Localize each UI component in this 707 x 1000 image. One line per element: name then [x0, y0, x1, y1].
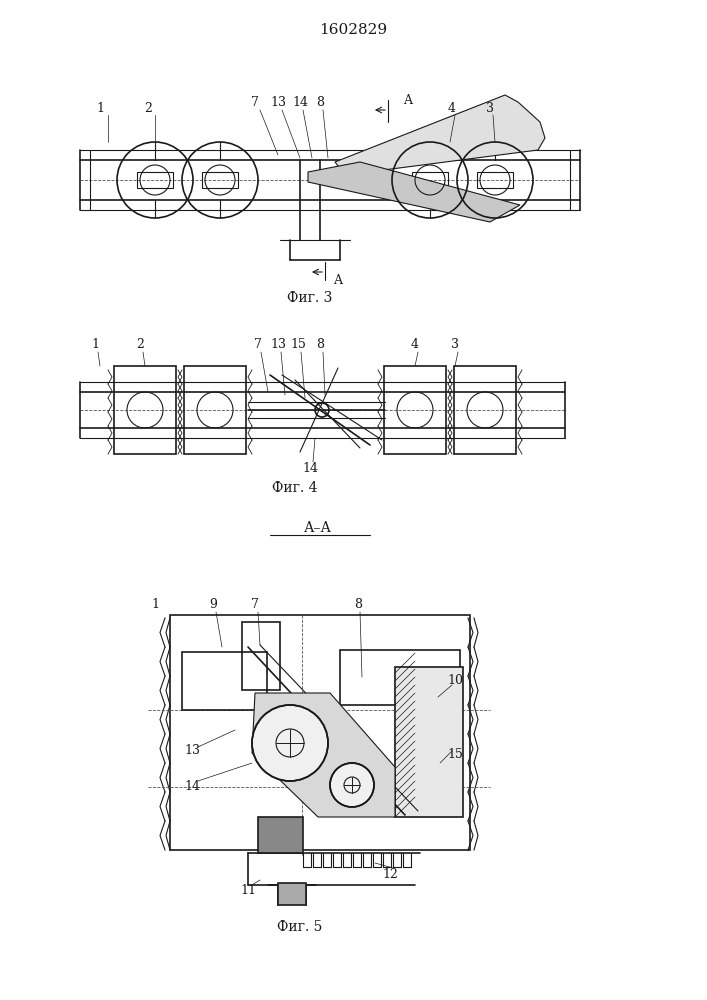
Text: Фиг. 3: Фиг. 3 [287, 291, 333, 305]
Text: A: A [334, 273, 342, 286]
Text: 15: 15 [447, 748, 463, 762]
Bar [412, 172, 448, 188]
Text: Фиг. 5: Фиг. 5 [277, 920, 322, 934]
Text: Фиг. 4: Фиг. 4 [272, 481, 317, 495]
Text: 13: 13 [270, 96, 286, 108]
Text: 14: 14 [184, 780, 200, 794]
Bar [278, 883, 306, 905]
Text: 1: 1 [151, 598, 159, 611]
Bar [477, 172, 513, 188]
Text: 13: 13 [184, 744, 200, 756]
Text: 7: 7 [251, 598, 259, 611]
Bar [384, 366, 446, 454]
Text: 8: 8 [316, 96, 324, 108]
Text: 2: 2 [136, 338, 144, 352]
Text: 4: 4 [448, 102, 456, 114]
Text: А–А: А–А [304, 521, 332, 535]
Bar [114, 366, 176, 454]
Polygon shape [308, 162, 520, 222]
Text: 7: 7 [251, 96, 259, 108]
Text: 14: 14 [302, 462, 318, 475]
Circle shape [252, 705, 328, 781]
Text: A: A [404, 94, 412, 106]
Text: 1: 1 [96, 102, 104, 114]
Text: 13: 13 [270, 338, 286, 352]
Circle shape [330, 763, 374, 807]
Text: 7: 7 [254, 338, 262, 352]
Bar [202, 172, 238, 188]
Text: 9: 9 [209, 598, 217, 611]
Text: 1602829: 1602829 [319, 23, 387, 37]
Text: 12: 12 [382, 868, 398, 882]
Text: 8: 8 [316, 338, 324, 352]
Text: 15: 15 [290, 338, 306, 352]
Polygon shape [252, 693, 395, 817]
Text: 11: 11 [240, 884, 256, 896]
Bar [395, 667, 463, 817]
Polygon shape [335, 95, 545, 175]
Text: 14: 14 [292, 96, 308, 108]
Text: 3: 3 [486, 102, 494, 114]
Text: 4: 4 [411, 338, 419, 352]
Bar [182, 652, 267, 710]
Text: 2: 2 [144, 102, 152, 114]
Bar [340, 650, 460, 705]
Bar [137, 172, 173, 188]
Text: 10: 10 [447, 674, 463, 686]
Bar [258, 817, 303, 853]
Bar [184, 366, 246, 454]
Text: 1: 1 [91, 338, 99, 352]
Bar [454, 366, 516, 454]
Text: 8: 8 [354, 598, 362, 611]
Bar [242, 622, 280, 690]
Bar [170, 615, 470, 850]
Text: 3: 3 [451, 338, 459, 352]
